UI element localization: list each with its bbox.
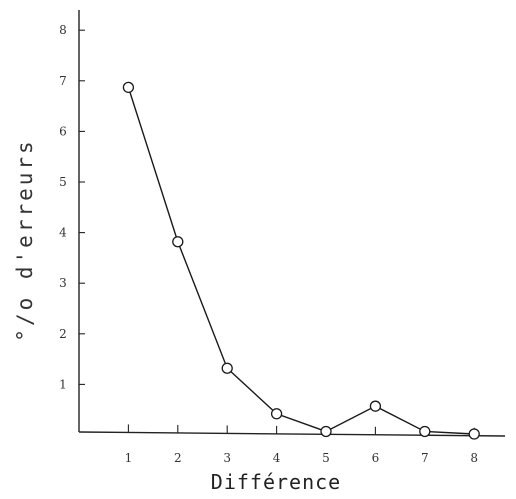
x-axis-line [78, 431, 506, 437]
y-tick-label: 7 [59, 74, 67, 88]
x-axis-label: Différence [211, 470, 341, 494]
y-ticks: 1 2 3 4 5 6 7 8 [59, 23, 85, 391]
x-tick-label: 6 [372, 451, 380, 465]
data-point [320, 425, 332, 438]
y-tick-label: 2 [59, 327, 67, 341]
y-tick-label: 3 [59, 276, 67, 290]
x-tick-label: 5 [322, 451, 330, 465]
data-point [270, 408, 283, 420]
data-point [419, 425, 431, 438]
x-tick-label: 3 [223, 451, 231, 465]
y-tick-label: 5 [59, 175, 67, 189]
y-axis-label: °/o d'erreurs [13, 138, 37, 341]
data-point [221, 362, 233, 374]
y-tick-label: 4 [59, 226, 67, 240]
data-point [468, 428, 480, 440]
x-axis [78, 431, 506, 437]
series [122, 81, 480, 440]
y-tick-label: 6 [59, 124, 67, 138]
data-point [122, 81, 135, 94]
data-point [172, 236, 184, 248]
data-point [369, 400, 382, 412]
series-line [127, 87, 475, 435]
x-tick-label: 7 [421, 451, 429, 465]
y-tick-label: 8 [59, 23, 67, 37]
x-tick-label: 1 [125, 451, 133, 465]
x-tick-label: 8 [470, 451, 478, 465]
y-tick-label: 1 [59, 377, 67, 391]
x-tick-label: 2 [174, 451, 182, 465]
x-ticks: 1 2 3 4 5 6 7 8 [125, 424, 478, 465]
x-tick-label: 4 [273, 451, 281, 465]
